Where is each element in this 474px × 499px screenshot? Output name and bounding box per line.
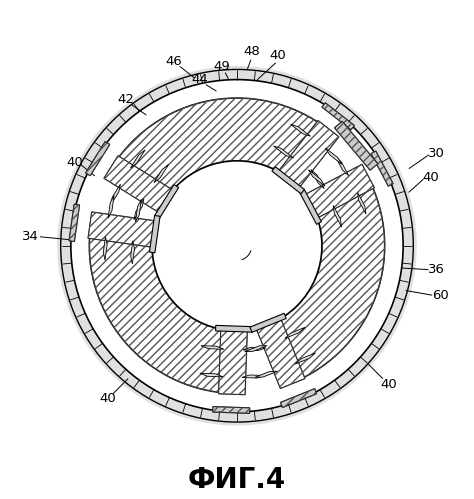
Polygon shape: [371, 151, 393, 186]
Circle shape: [71, 80, 403, 412]
Polygon shape: [216, 325, 253, 332]
Polygon shape: [250, 313, 286, 332]
Polygon shape: [272, 167, 304, 194]
Polygon shape: [104, 156, 173, 213]
Polygon shape: [256, 319, 305, 389]
Polygon shape: [69, 204, 80, 242]
Polygon shape: [110, 184, 120, 205]
Polygon shape: [134, 199, 144, 220]
Polygon shape: [311, 170, 324, 189]
Text: 40: 40: [269, 49, 286, 62]
Text: 42: 42: [118, 93, 135, 106]
Polygon shape: [103, 237, 107, 260]
Polygon shape: [136, 200, 141, 222]
Text: 46: 46: [166, 54, 182, 68]
Polygon shape: [322, 103, 355, 130]
Text: 44: 44: [191, 73, 209, 86]
Polygon shape: [299, 189, 321, 225]
Polygon shape: [326, 148, 342, 164]
Polygon shape: [108, 196, 114, 218]
Polygon shape: [155, 185, 179, 219]
Polygon shape: [245, 346, 267, 352]
Polygon shape: [149, 216, 160, 253]
Polygon shape: [85, 142, 110, 176]
Text: 49: 49: [214, 60, 231, 73]
Wedge shape: [107, 98, 336, 206]
Polygon shape: [154, 165, 169, 183]
Polygon shape: [285, 327, 305, 338]
Polygon shape: [242, 375, 265, 378]
Text: 40: 40: [380, 378, 397, 391]
Polygon shape: [335, 121, 378, 170]
Text: 30: 30: [428, 147, 445, 160]
Text: 40: 40: [422, 171, 439, 184]
Polygon shape: [243, 347, 266, 350]
Polygon shape: [309, 170, 325, 186]
Text: 36: 36: [428, 263, 445, 276]
Polygon shape: [273, 146, 293, 158]
Polygon shape: [291, 124, 310, 136]
Polygon shape: [255, 371, 277, 377]
Text: 38: 38: [247, 256, 264, 269]
Text: 34: 34: [22, 230, 39, 243]
Polygon shape: [357, 193, 366, 214]
Polygon shape: [201, 346, 224, 349]
Polygon shape: [131, 241, 135, 264]
Circle shape: [56, 65, 418, 427]
Text: 38: 38: [247, 256, 264, 269]
Polygon shape: [130, 150, 145, 168]
Polygon shape: [88, 212, 155, 247]
Circle shape: [152, 161, 322, 331]
Polygon shape: [213, 407, 250, 413]
Polygon shape: [200, 373, 223, 377]
Text: 40: 40: [66, 156, 83, 169]
Text: 40: 40: [100, 393, 116, 406]
Polygon shape: [219, 329, 247, 395]
Polygon shape: [281, 389, 317, 408]
Polygon shape: [295, 353, 316, 364]
Text: ФИГ.4: ФИГ.4: [188, 466, 286, 494]
Text: 60: 60: [432, 289, 448, 302]
Circle shape: [58, 67, 416, 425]
Polygon shape: [335, 157, 349, 176]
Polygon shape: [305, 164, 374, 218]
Wedge shape: [89, 215, 242, 393]
Polygon shape: [333, 206, 342, 227]
Polygon shape: [278, 120, 339, 188]
Text: 48: 48: [243, 45, 260, 58]
Wedge shape: [263, 168, 385, 386]
